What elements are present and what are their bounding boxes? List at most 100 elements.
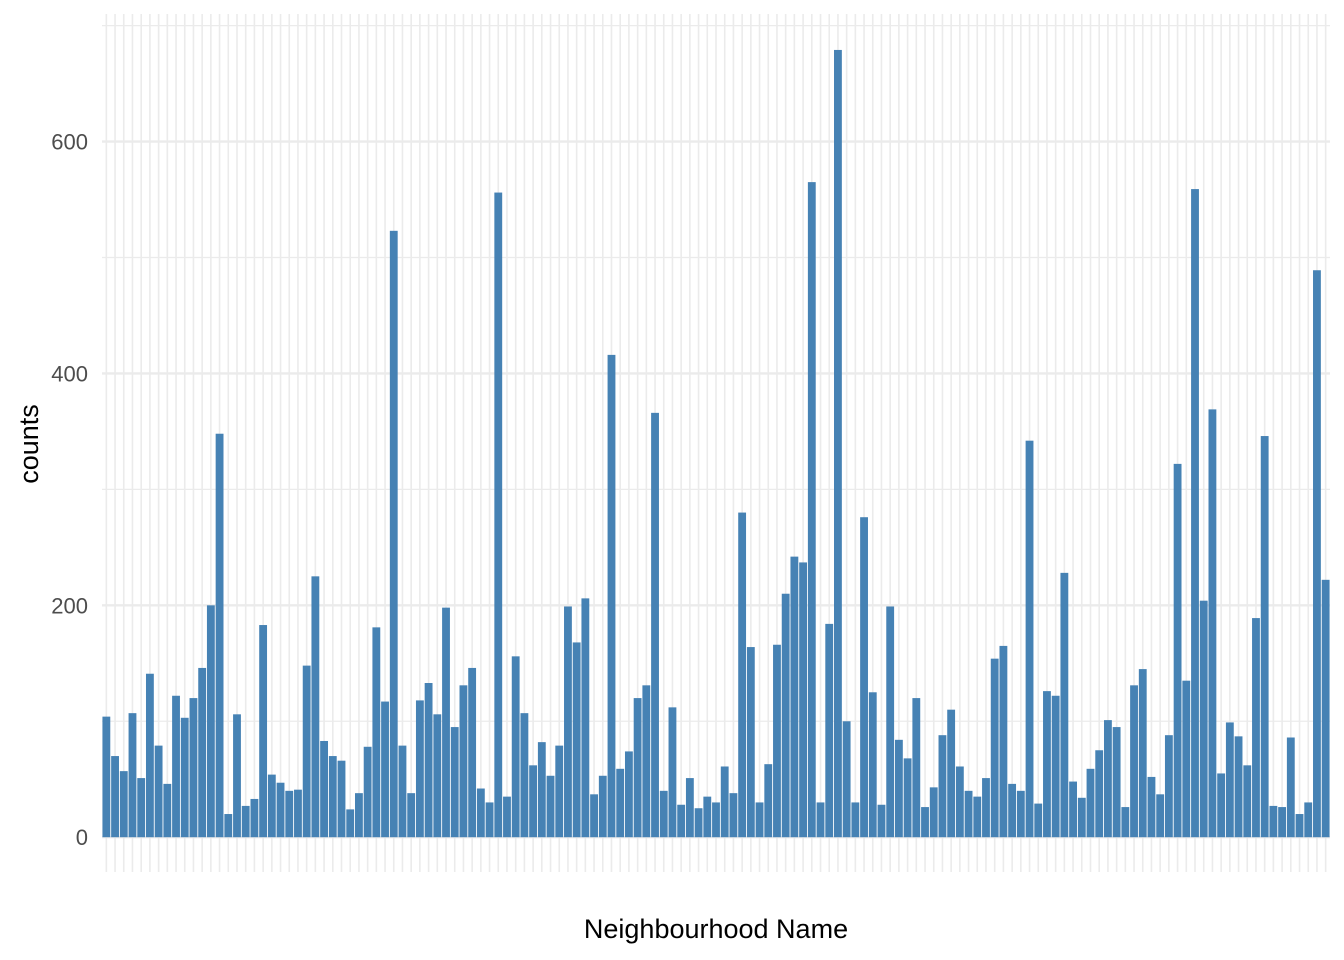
bar — [781, 593, 790, 838]
bar — [224, 814, 233, 838]
bar — [851, 802, 860, 838]
bar — [651, 412, 659, 838]
bar — [450, 727, 459, 838]
bar — [1008, 783, 1017, 838]
bar — [520, 713, 529, 838]
bars — [102, 49, 1330, 838]
bar — [1260, 436, 1269, 838]
bar — [180, 717, 189, 838]
bar — [285, 790, 294, 838]
bar — [302, 665, 311, 838]
bar — [659, 790, 668, 838]
bar — [581, 598, 590, 838]
bar — [1321, 579, 1330, 838]
bar — [381, 701, 389, 838]
bar — [215, 433, 224, 838]
bar — [973, 796, 982, 838]
bar — [442, 607, 450, 838]
bar — [476, 788, 485, 838]
bar — [1199, 600, 1208, 838]
bar — [1034, 803, 1043, 838]
bar — [964, 790, 973, 838]
bar — [311, 576, 320, 838]
bar — [337, 760, 346, 838]
bar — [746, 647, 755, 838]
bar — [738, 512, 747, 838]
bar — [694, 808, 703, 838]
bar — [938, 735, 947, 838]
bar — [633, 698, 642, 838]
bar — [1173, 463, 1182, 838]
bar — [424, 683, 433, 838]
bar — [929, 787, 938, 838]
bar — [947, 709, 956, 838]
bar — [154, 745, 163, 838]
bar — [860, 517, 868, 838]
bar — [790, 556, 799, 838]
bar — [1243, 765, 1252, 838]
bar — [459, 685, 468, 838]
bar — [834, 49, 842, 838]
bar — [407, 793, 416, 838]
bar — [172, 695, 180, 838]
bar — [720, 766, 729, 838]
bar — [799, 562, 808, 838]
bar — [877, 804, 886, 838]
y-tick-label: 400 — [51, 361, 88, 386]
bar — [1147, 776, 1156, 838]
bar — [1217, 773, 1226, 838]
bar — [1225, 722, 1234, 838]
bar — [868, 692, 877, 838]
bar — [1025, 440, 1034, 838]
bar — [685, 778, 694, 838]
bar — [886, 606, 895, 838]
bar — [328, 756, 337, 838]
bar — [1278, 807, 1287, 838]
bar — [372, 627, 381, 838]
bar — [1095, 750, 1104, 838]
bar — [668, 707, 677, 838]
bar — [415, 700, 424, 838]
y-axis-title: counts — [14, 404, 44, 484]
bar — [102, 716, 111, 838]
bar — [982, 778, 990, 838]
bar — [494, 192, 503, 838]
bar — [1208, 409, 1217, 838]
bar — [537, 742, 546, 838]
bar — [729, 793, 738, 838]
bar — [1103, 720, 1112, 838]
bar — [503, 796, 511, 838]
bar — [198, 667, 207, 838]
bar — [990, 658, 999, 838]
bar — [1016, 790, 1025, 838]
bar — [1138, 669, 1147, 838]
bar — [912, 698, 921, 838]
bar — [1069, 781, 1077, 838]
bar — [1112, 727, 1121, 838]
bar — [607, 354, 616, 838]
bar — [294, 789, 302, 838]
bar — [1130, 685, 1138, 838]
bar — [1295, 814, 1304, 838]
bar — [241, 805, 250, 838]
bar — [572, 642, 581, 838]
bar — [825, 623, 834, 838]
bar — [1060, 572, 1069, 838]
bar — [773, 644, 781, 838]
bar — [1164, 735, 1173, 838]
bar — [894, 739, 903, 838]
bar — [346, 809, 355, 838]
bar — [145, 673, 154, 838]
bar — [712, 802, 720, 838]
bar — [468, 667, 477, 838]
bar — [1313, 270, 1321, 838]
bar — [955, 766, 964, 838]
bar — [1286, 737, 1295, 838]
bar — [529, 765, 538, 838]
bar — [163, 783, 172, 838]
bar — [816, 802, 825, 838]
bar — [1304, 802, 1313, 838]
bar — [1156, 794, 1165, 838]
bar — [355, 793, 363, 838]
